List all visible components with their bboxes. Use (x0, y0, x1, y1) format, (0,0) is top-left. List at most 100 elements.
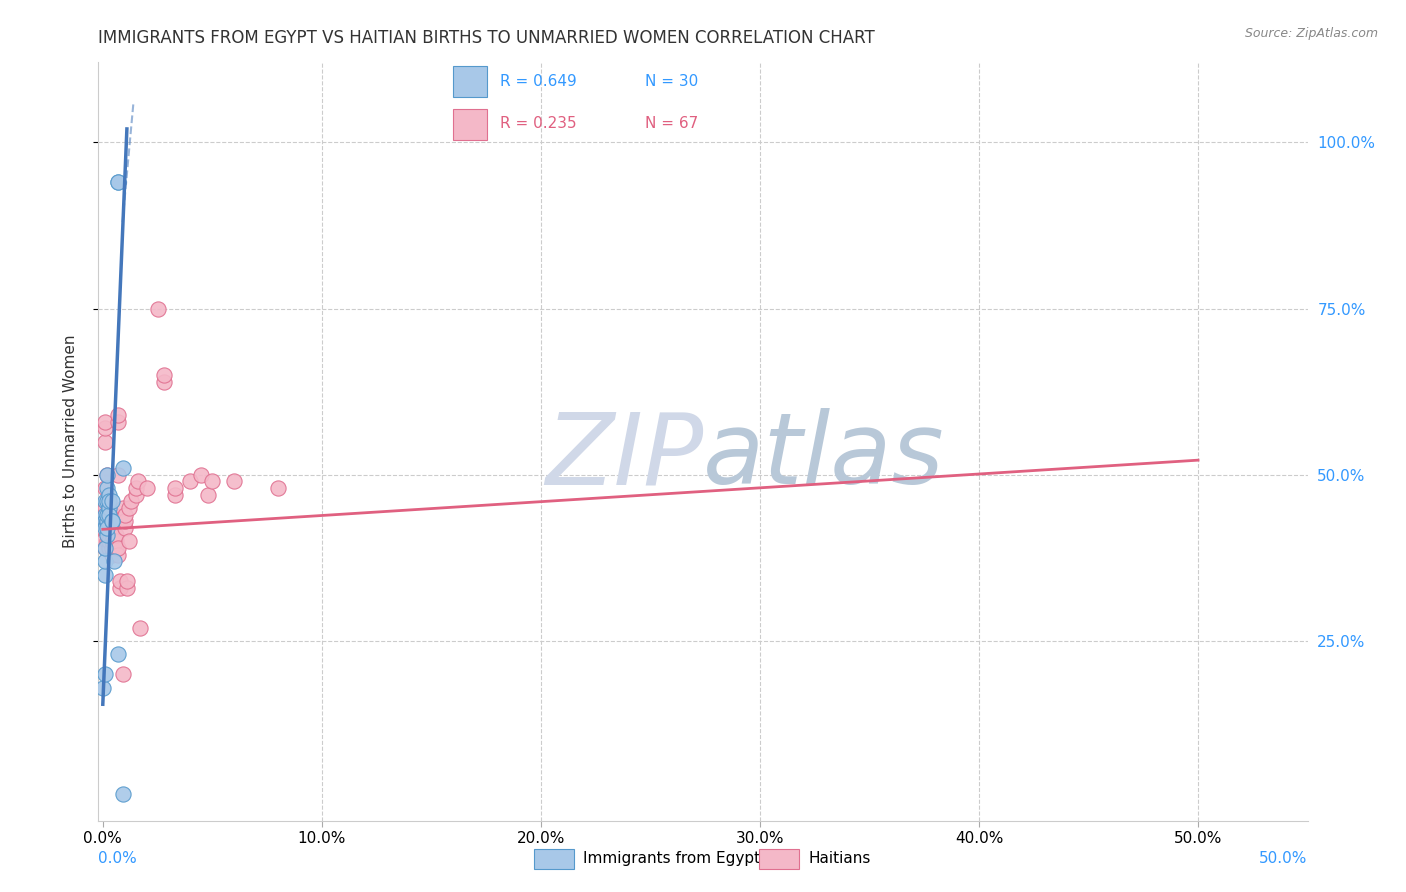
Point (107, 467, 129, 482)
Point (197, 488, 219, 502)
Point (96, 508, 118, 522)
Text: R = 0.649: R = 0.649 (501, 74, 576, 88)
Point (98, 501, 121, 516)
Point (111, 461, 134, 475)
Text: 0.0%: 0.0% (98, 851, 138, 865)
Point (100, 541, 122, 555)
Point (96, 494, 118, 508)
Point (124, 481, 146, 495)
Point (103, 534, 125, 549)
Point (98, 541, 121, 555)
Y-axis label: Births to Unmarried Women: Births to Unmarried Women (63, 334, 77, 549)
Point (107, 648, 129, 662)
Point (98, 534, 121, 549)
Point (94, 501, 117, 516)
Point (165, 488, 187, 502)
Point (118, 534, 141, 549)
Point (107, 175, 129, 189)
Point (111, 787, 134, 801)
Point (91, 508, 114, 522)
Point (224, 475, 246, 489)
Point (100, 508, 122, 522)
Point (103, 527, 125, 541)
Point (100, 514, 122, 528)
Point (91, 521, 114, 535)
Point (100, 514, 122, 528)
Point (107, 415, 129, 429)
Point (103, 514, 125, 528)
Point (111, 667, 134, 681)
Point (129, 621, 152, 635)
Point (114, 521, 136, 535)
Point (96, 494, 118, 508)
Point (94, 508, 117, 522)
Point (94, 434, 117, 449)
Text: N = 67: N = 67 (645, 117, 699, 131)
Point (94, 667, 117, 681)
Point (111, 501, 134, 516)
Text: ZIP: ZIP (544, 409, 703, 505)
Point (201, 475, 224, 489)
Point (96, 514, 118, 528)
Point (98, 521, 121, 535)
Text: atlas: atlas (703, 409, 945, 505)
Point (96, 514, 118, 528)
Point (190, 467, 212, 482)
Point (267, 481, 290, 495)
Point (96, 534, 118, 549)
Point (153, 368, 176, 382)
Point (96, 514, 118, 528)
Point (120, 494, 142, 508)
Point (94, 521, 117, 535)
Point (110, 574, 132, 589)
Point (115, 574, 138, 589)
Point (94, 421, 117, 435)
Point (94, 541, 117, 555)
Point (91, 534, 114, 549)
FancyBboxPatch shape (453, 109, 486, 140)
Point (91, 681, 114, 695)
Point (96, 508, 118, 522)
Point (98, 501, 121, 516)
Point (107, 541, 129, 555)
Point (146, 301, 169, 316)
Point (100, 514, 122, 528)
Point (110, 581, 132, 595)
Text: IMMIGRANTS FROM EGYPT VS HAITIAN BIRTHS TO UNMARRIED WOMEN CORRELATION CHART: IMMIGRANTS FROM EGYPT VS HAITIAN BIRTHS … (98, 29, 875, 47)
Point (107, 175, 129, 189)
Text: R = 0.235: R = 0.235 (501, 117, 576, 131)
Point (103, 508, 125, 522)
Point (100, 494, 122, 508)
Point (96, 481, 118, 495)
Point (107, 548, 129, 562)
Point (179, 475, 201, 489)
Point (115, 581, 138, 595)
Point (114, 514, 136, 528)
Point (103, 554, 125, 568)
Point (124, 488, 146, 502)
Point (127, 475, 149, 489)
Point (135, 481, 157, 495)
Point (100, 534, 122, 549)
Point (98, 488, 121, 502)
Point (98, 494, 121, 508)
Point (94, 567, 117, 582)
Point (94, 514, 117, 528)
Point (98, 508, 121, 522)
Point (100, 521, 122, 535)
Point (96, 508, 118, 522)
Text: N = 30: N = 30 (645, 74, 699, 88)
Point (165, 481, 187, 495)
Point (104, 527, 127, 541)
Point (96, 527, 118, 541)
Point (94, 554, 117, 568)
Point (98, 508, 121, 522)
Point (94, 481, 117, 495)
Text: Haitians: Haitians (808, 851, 870, 865)
Text: Source: ZipAtlas.com: Source: ZipAtlas.com (1244, 27, 1378, 40)
Text: Immigrants from Egypt: Immigrants from Egypt (583, 851, 761, 865)
Text: 50.0%: 50.0% (1260, 851, 1308, 865)
Point (153, 375, 176, 389)
Point (104, 534, 127, 549)
Point (107, 408, 129, 422)
